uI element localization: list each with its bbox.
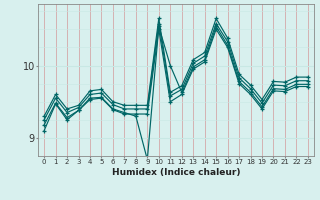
X-axis label: Humidex (Indice chaleur): Humidex (Indice chaleur) <box>112 168 240 177</box>
